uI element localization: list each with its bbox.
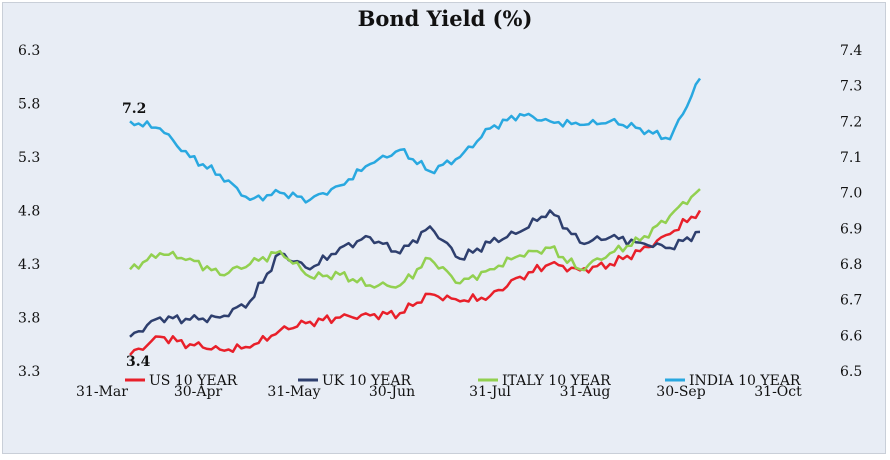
x-tick-label: 31-Mar <box>76 384 128 400</box>
legend: US 10 YEAR UK 10 YEAR ITALY 10 YEAR INDIA 1… <box>125 373 801 389</box>
series-lines <box>129 77 702 356</box>
right-tick-label: 6.5 <box>840 364 862 380</box>
left-tick-label: 4.8 <box>18 204 40 220</box>
right-axis-ticks: 6.5 6.6 6.7 6.8 6.9 7.0 7.1 7.2 7.3 7.4 <box>840 43 862 380</box>
chart-frame <box>2 2 886 454</box>
x-tick-label: 31-Aug <box>560 384 611 400</box>
series-line-uk-10-year <box>129 209 701 338</box>
x-axis-ticks: 31-Mar 30-Apr 31-May 30-Jun 31-Jul 31-Aug 30-S… <box>76 384 802 400</box>
x-tick-label: 30-Jun <box>369 384 415 400</box>
left-tick-label: 5.8 <box>18 97 40 113</box>
x-tick-label: 30-Sep <box>656 384 705 400</box>
x-tick-label: 30-Apr <box>174 384 223 400</box>
series-line-india-10-year <box>129 77 702 204</box>
right-tick-label: 7.2 <box>840 114 862 130</box>
left-tick-label: 5.3 <box>18 150 40 166</box>
right-tick-label: 6.7 <box>840 293 862 309</box>
right-tick-label: 7.4 <box>840 43 862 59</box>
left-tick-label: 6.3 <box>18 43 40 59</box>
x-tick-label: 31-Jul <box>469 384 511 400</box>
annotation-india-start: 7.2 <box>122 101 146 117</box>
right-tick-label: 7.1 <box>840 150 862 166</box>
series-line-us-10-year <box>129 209 702 356</box>
left-tick-label: 4.3 <box>18 257 40 273</box>
left-axis-ticks: 3.3 3.8 4.3 4.8 5.3 5.8 6.3 <box>18 43 40 380</box>
right-tick-label: 7.0 <box>840 186 862 202</box>
x-tick-label: 31-Oct <box>754 384 802 400</box>
legend-label: INDIA 10 YEAR <box>689 373 801 389</box>
right-tick-label: 6.8 <box>840 257 862 273</box>
right-tick-label: 6.9 <box>840 221 862 237</box>
right-tick-label: 6.6 <box>840 328 862 344</box>
legend-label: US 10 YEAR <box>149 373 238 389</box>
annotations: 7.2 3.4 <box>122 101 151 370</box>
right-tick-label: 7.3 <box>840 79 862 95</box>
series-line-italy-10-year <box>129 188 701 289</box>
left-tick-label: 3.3 <box>18 364 40 380</box>
left-tick-label: 3.8 <box>18 311 40 327</box>
legend-label: ITALY 10 YEAR <box>502 373 611 389</box>
chart-title: Bond Yield (%) <box>357 6 533 31</box>
legend-label: UK 10 YEAR <box>322 373 412 389</box>
x-tick-label: 31-May <box>267 384 320 400</box>
annotation-us-start: 3.4 <box>126 354 151 370</box>
